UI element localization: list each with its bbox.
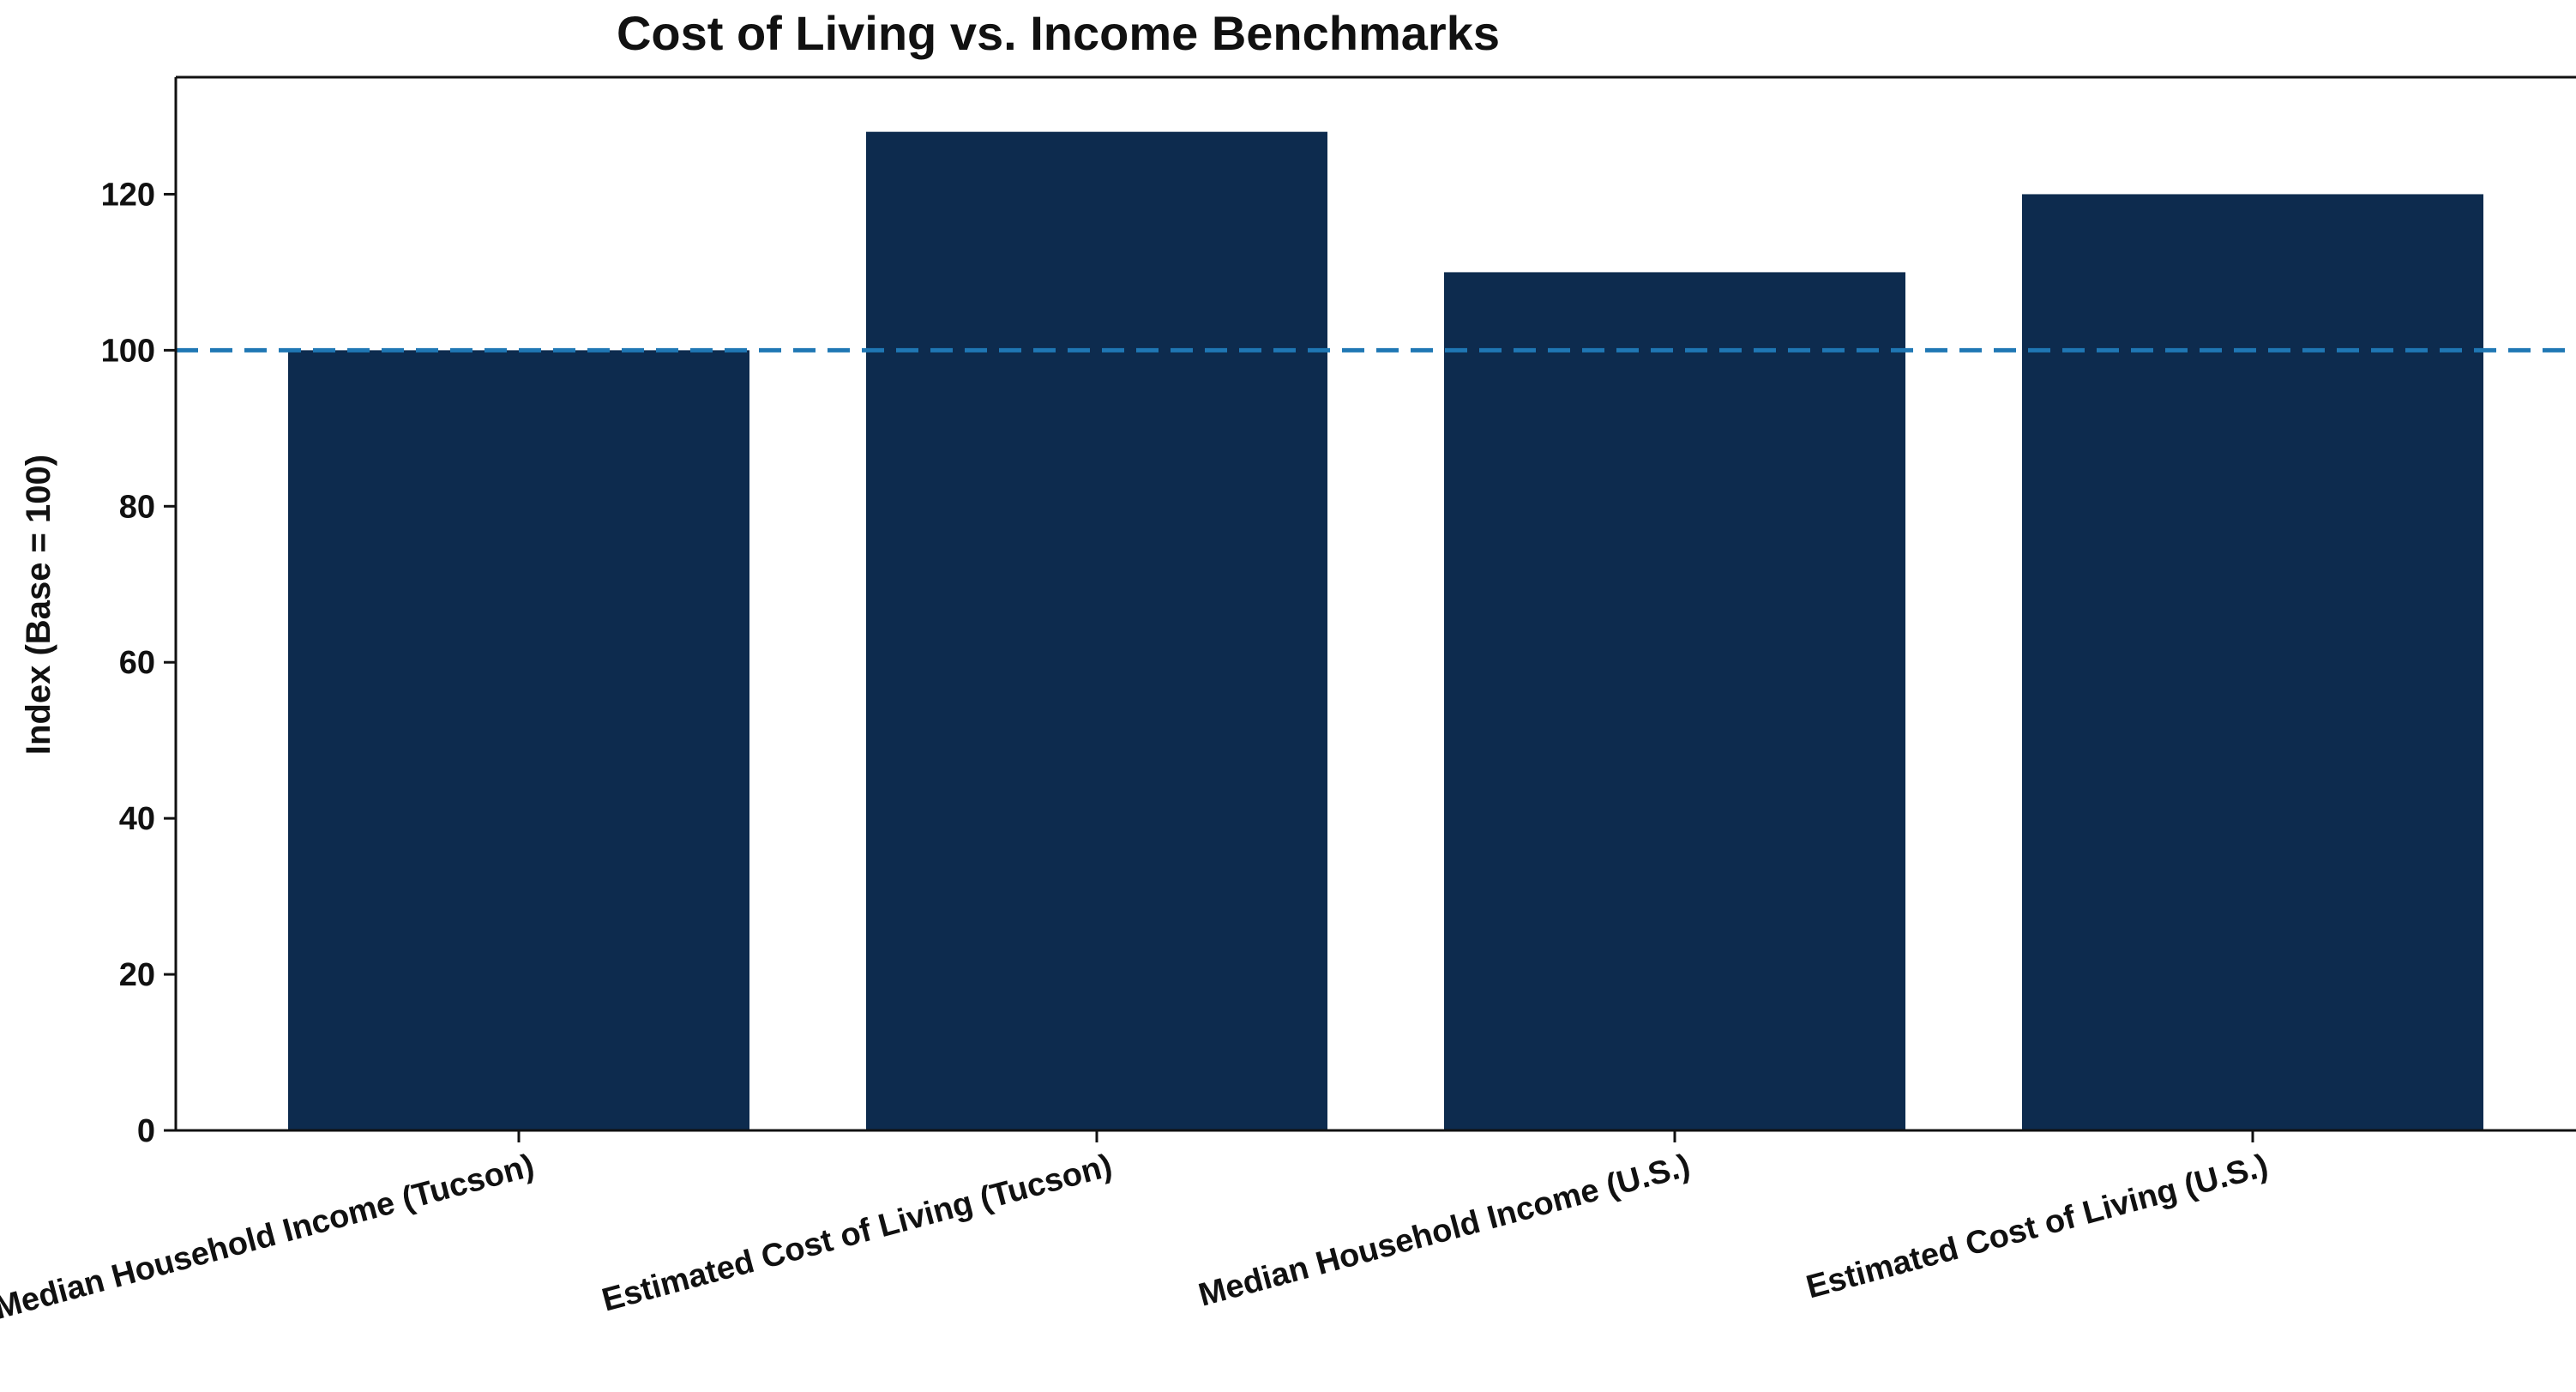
bar [288,350,749,1130]
x-tick-label: Median Household Income (U.S.) [1195,1148,1694,1314]
chart-title: Cost of Living vs. Income Benchmarks [617,6,1500,60]
bar [866,131,1327,1130]
y-tick-label: 120 [101,177,155,213]
x-tick-label: Median Household Income (Tucson) [0,1148,538,1327]
x-tick-label: Estimated Cost of Living (Tucson) [599,1148,1116,1318]
y-axis-label: Index (Base = 100) [20,455,57,755]
y-tick-label: 100 [101,333,155,369]
plot-area: 0 20 40 60 80 100 120 Median Household Income (… [0,75,2576,1327]
bar [1444,272,1905,1130]
bar [2022,194,2483,1130]
x-tick-label: Estimated Cost of Living (U.S.) [1803,1148,2272,1305]
y-tick-label: 80 [119,489,155,525]
y-tick-label: 40 [119,801,155,837]
bars-group [288,131,2483,1130]
y-tick-label: 20 [119,957,155,993]
y-tick-label: 60 [119,645,155,681]
y-tick-label: 0 [137,1113,155,1149]
